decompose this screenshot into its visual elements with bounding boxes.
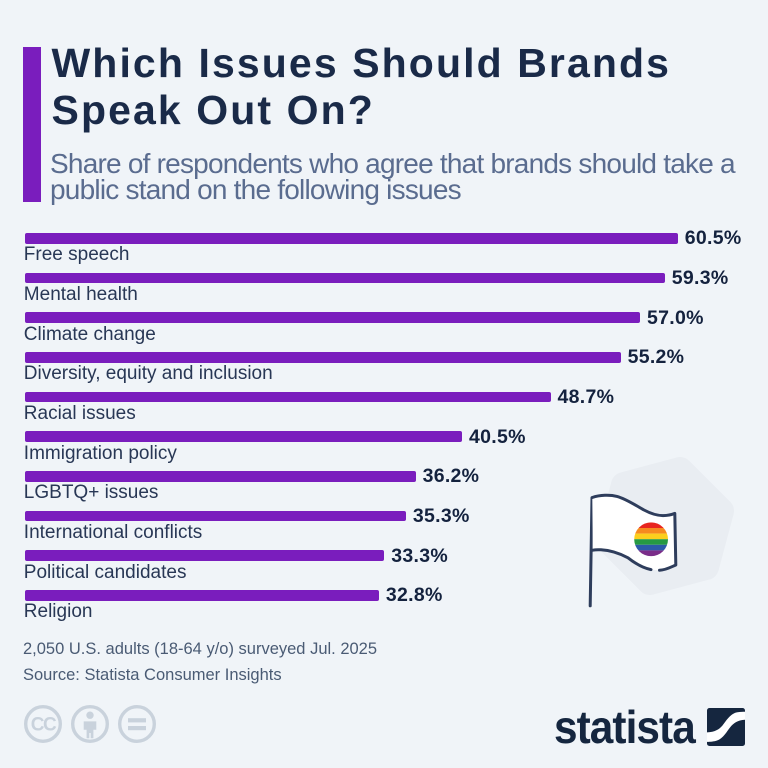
svg-text:CC: CC (31, 715, 57, 736)
